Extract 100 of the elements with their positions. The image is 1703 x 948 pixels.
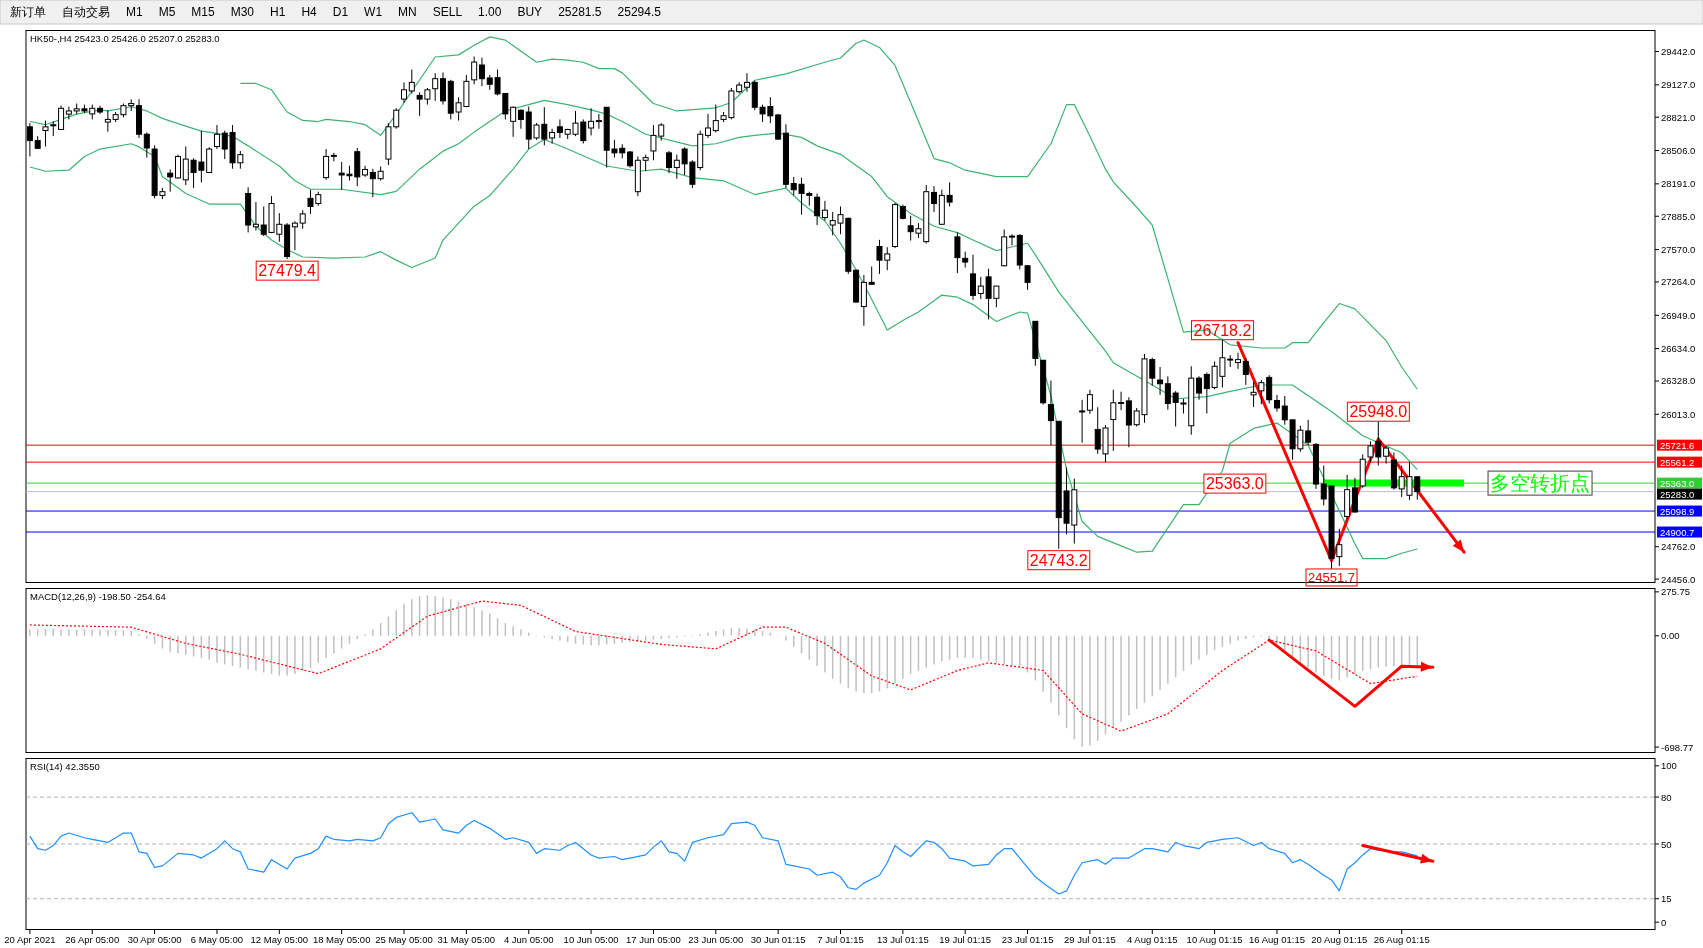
candlestick (299, 209, 306, 230)
annotation: 24551.7 (1308, 569, 1356, 585)
y-tick-label: 29127.0 (1661, 79, 1696, 91)
line-series (29, 812, 1418, 895)
y-tick-label: 28821.0 (1661, 111, 1696, 123)
y-tick-label: 100 (1661, 760, 1677, 772)
candlestick (167, 168, 174, 193)
line-series (29, 600, 1418, 732)
candlestick (213, 124, 220, 150)
candlestick (1086, 389, 1093, 415)
annotation: 26718.2 (1193, 321, 1252, 339)
y-tick-label: 0 (1661, 916, 1667, 928)
x-tick-label: 7 Jul 01:15 (817, 934, 864, 945)
candlestick (556, 118, 563, 139)
y-tick-label: 15 (1661, 893, 1672, 905)
candlestick (1047, 380, 1054, 446)
x-tick-label: 26 Apr 05:00 (65, 934, 120, 945)
chart-title: HK50-,H4 25423.0 25426.0 25207.0 25283.0 (30, 33, 220, 44)
x-tick-label: 23 Jun 05:00 (688, 934, 744, 945)
candlestick (1250, 381, 1257, 408)
candlestick (408, 68, 415, 94)
x-tick-label: 10 Jun 05:00 (563, 934, 619, 945)
candlestick (517, 108, 524, 130)
candlestick (1235, 352, 1242, 370)
x-tick-label: 4 Aug 01:15 (1126, 934, 1178, 945)
y-tick-label: 26328.0 (1661, 375, 1696, 387)
y-tick-label: 26949.0 (1661, 309, 1696, 321)
x-tick-label: 31 May 05:00 (437, 934, 496, 945)
candlestick (549, 128, 556, 145)
candlestick (954, 231, 961, 274)
x-tick-label: 20 Apr 2021 (4, 934, 56, 945)
candlestick (1242, 357, 1249, 386)
toolbar: 新订单 自动交易 M1 M5 M15 M30 H1 H4 D1 W1 MN SELL 1.00 BUY 25281.5 25294.5 (0, 0, 1703, 25)
candlestick (1196, 375, 1203, 401)
candlestick (478, 57, 485, 87)
candlestick (471, 56, 478, 85)
candlestick (743, 72, 750, 93)
candlestick (432, 72, 439, 102)
ref-line-label: 25721.6 (1660, 439, 1695, 451)
candlestick (712, 104, 719, 133)
candlestick (970, 254, 976, 301)
y-tick-label: 24456.0 (1661, 573, 1696, 585)
candlestick (1157, 366, 1164, 396)
y-tick-label: 24762.0 (1661, 541, 1696, 553)
x-tick-label: 30 Apr 05:00 (127, 934, 182, 945)
candlestick (1118, 391, 1125, 411)
x-tick-label: 25 May 05:00 (375, 934, 433, 945)
candlestick (252, 201, 259, 232)
candlestick (1273, 394, 1280, 413)
candlestick (58, 105, 65, 130)
y-tick-label: 275.75 (1661, 586, 1691, 598)
candlestick (931, 185, 938, 213)
y-tick-label: 26634.0 (1661, 343, 1696, 355)
ref-line-label: 25098.9 (1660, 505, 1695, 517)
x-tick-label: 17 Jun 05:00 (625, 934, 681, 945)
series-label: 多空转折点 (1490, 472, 1591, 495)
candlestick (814, 192, 821, 226)
x-tick-label: 26 Aug 01:15 (1373, 934, 1430, 945)
annotation: 27479.4 (258, 262, 317, 280)
candlestick (595, 113, 602, 130)
y-tick-label: 80 (1661, 791, 1672, 803)
x-tick-label: 4 Jun 05:00 (503, 934, 554, 945)
candlestick (330, 152, 337, 162)
x-tick-label: 6 May 05:00 (190, 934, 244, 945)
candlestick (291, 220, 298, 251)
y-tick-label: 29442.0 (1661, 45, 1696, 57)
ref-line-label: 25363.0 (1660, 477, 1695, 489)
candlestick (1110, 389, 1117, 452)
candlestick (439, 71, 446, 106)
candlestick (42, 120, 49, 147)
candlestick (705, 113, 711, 139)
candlestick (666, 150, 673, 174)
y-tick-label: 27885.0 (1661, 210, 1696, 222)
y-tick-label: 28191.0 (1661, 178, 1696, 190)
ref-line-label: 25561.2 (1660, 456, 1695, 468)
x-tick-label: 13 Jul 01:15 (876, 934, 929, 945)
x-tick-label: 10 Aug 01:15 (1186, 934, 1243, 945)
y-tick-label: 50 (1661, 838, 1672, 850)
x-tick-label: 16 Aug 01:15 (1248, 934, 1305, 945)
candlestick (65, 106, 72, 120)
line-series (239, 36, 1418, 390)
x-tick-label: 12 May 05:00 (250, 934, 309, 945)
candlestick (1079, 399, 1086, 444)
x-tick-label: 23 Jul 01:15 (1001, 934, 1054, 945)
candlestick (588, 107, 595, 136)
annotation: 25363.0 (1205, 475, 1264, 493)
candlestick (821, 200, 828, 222)
candlestick (1008, 233, 1015, 246)
candlestick (1164, 375, 1171, 411)
y-tick-label: 27570.0 (1661, 244, 1696, 256)
y-tick-label: -698.77 (1661, 741, 1694, 753)
candlestick (323, 148, 330, 181)
y-tick-label: 28506.0 (1661, 145, 1696, 157)
candlestick (510, 106, 517, 138)
y-tick-label: 0.00 (1661, 630, 1680, 642)
y-tick-label: 27264.0 (1661, 276, 1696, 288)
x-tick-label: 29 Jul 01:15 (1064, 934, 1116, 945)
ref-line-label: 24900.7 (1660, 526, 1695, 538)
candlestick (401, 81, 408, 104)
y-tick-label: 26013.0 (1661, 408, 1696, 420)
